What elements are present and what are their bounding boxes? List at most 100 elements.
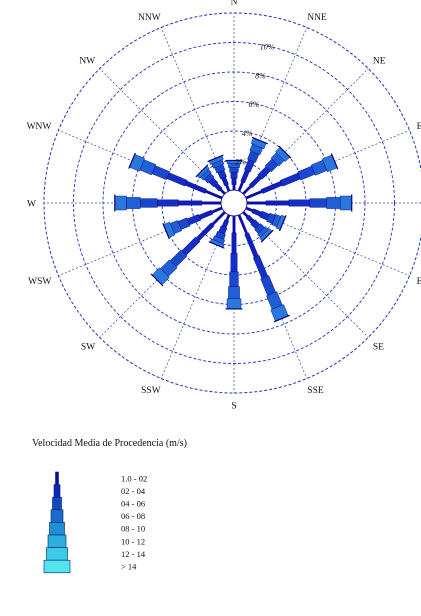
bar-wsw [162,206,223,240]
bar-ne [242,145,292,195]
dir-label-nne: NNE [307,13,327,23]
bar-s-seg-1 [232,215,236,233]
bar-ese-cap [278,215,287,232]
legend-item-7: 12 - 14 [121,549,146,559]
bar-e-seg-3 [288,199,310,207]
bar-w-seg-1 [201,201,222,205]
wind-rose-chart: 2% 4% 6% 8% 10% N NNE NE EN ES SE SSE S SSW SW WSW W WNW… [27,0,421,412]
bar-nne [237,136,268,192]
bar-w-seg-3 [157,199,179,207]
direction-labels: N NNE NE EN ES SE SSE S SSW SW WSW W WNW NW NNW [27,0,421,412]
dir-label-se: SE [373,342,384,352]
wind-bars [114,136,353,323]
calm-center-circle [220,189,248,217]
bar-nne-seg-2 [240,169,250,184]
bar-wsw-cap [162,223,170,240]
bar-s-seg-5 [228,286,240,299]
bar-n [225,159,243,191]
bar-ene [245,153,339,200]
bar-ene-seg-3 [279,172,301,187]
dir-label-n: N [231,0,238,8]
bar-ssw-cap [208,241,225,249]
bar-sse-cap [273,314,290,323]
bar-wnw-seg-2 [184,180,207,194]
bar-ese [245,206,287,232]
bar-wnw-seg-3 [166,172,188,187]
dir-label-wnw: WNW [27,122,52,132]
bar-wnw-seg-1 [205,189,223,200]
legend-step-6 [47,534,67,548]
legend-steps [43,471,71,574]
bar-ese-seg-2 [251,208,262,217]
bar-wnw [128,152,223,200]
bar-sse-seg-4 [260,275,276,296]
bar-s [225,215,243,310]
bar-sse-seg-3 [252,254,268,279]
legend-step-8 [43,559,71,574]
dir-label-wsw: WSW [28,277,51,287]
bar-wsw-seg-2 [198,209,214,220]
bar-nne-cap [251,136,268,145]
legend-item-2: 02 - 04 [121,486,146,496]
ring-label-1: 2% [235,158,246,167]
bar-nnw [207,154,231,192]
bar-n-seg-4 [229,167,239,173]
legend-step-5 [49,522,65,536]
legend-title: Velocidad Media de Procedencia (m/s) [32,438,187,449]
bar-n-seg-2 [231,177,237,185]
dir-label-w: W [27,200,36,210]
dir-label-s: S [231,402,236,412]
bar-sw-cap [150,273,164,287]
bar-nw-cap [195,164,209,178]
legend-item-1: 1.0 - 02 [121,473,147,483]
legend-step-4 [50,509,64,523]
bar-se [242,211,274,243]
bar-n-seg-1 [232,184,236,191]
bar-s-seg-4 [229,271,239,287]
dir-label-sw: SW [81,342,95,352]
bar-w [114,194,222,212]
dir-label-nw: NW [79,57,95,67]
legend-item-6: 10 - 12 [121,536,145,546]
bar-se-cap [260,229,274,243]
bar-sw [150,211,226,287]
bar-ene-cap [330,153,339,170]
dir-label-sse: SSE [307,386,324,396]
bar-s-seg-3 [230,252,238,272]
bar-s-seg-2 [231,232,237,254]
ring-label-2: 4% [242,129,253,138]
bar-e-seg-6 [340,195,352,211]
ring-label-3: 6% [248,100,259,109]
bar-nne-seg-1 [237,181,245,192]
bar-sse-seg-2 [244,232,259,258]
bar-ese-seg-1 [245,206,254,213]
bar-w-seg-4 [140,198,158,208]
bar-e-seg-5 [326,197,341,209]
ring-labels: 2% 4% 6% 8% 10% [235,43,275,167]
legend-item-4: 06 - 08 [121,511,145,521]
bar-sw-seg-3 [181,236,201,256]
bar-w-seg-2 [178,200,203,206]
bar-wsw-seg-1 [211,206,223,214]
bar-e [246,194,353,212]
bar-e-seg-2 [265,200,290,206]
legend-step-7 [46,547,68,561]
bar-wnw-cap [128,152,136,169]
legend-item-5: 08 - 10 [121,524,145,534]
dir-label-ne: NE [373,57,386,67]
legend-step-2 [53,484,61,498]
bar-n-seg-3 [230,172,238,179]
bar-sse [237,214,290,323]
legend-item-3: 04 - 06 [121,499,145,509]
legend-step-1 [55,471,59,485]
legend-item-8: > 14 [121,562,137,572]
bar-s-seg-6 [226,298,242,310]
bar-w-seg-5 [126,197,141,209]
legend-step-3 [52,496,62,511]
bar-e-seg-1 [246,201,267,205]
grid-ring-5 [73,42,395,364]
speed-legend: Velocidad Media de Procedencia (m/s) 1.0… [32,438,187,574]
bar-ssw [208,214,231,249]
legend-items: 1.0 - 02 02 - 04 04 - 06 06 - 08 08 - 10 10 -… [121,473,147,571]
dir-label-ene: EN [417,122,421,132]
